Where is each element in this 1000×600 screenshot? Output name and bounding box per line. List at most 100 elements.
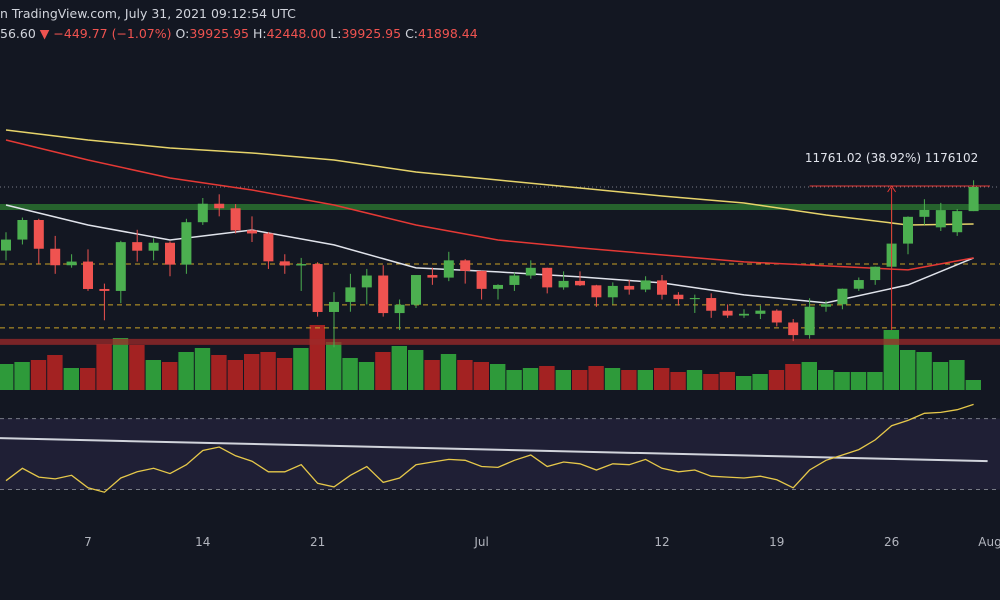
candle-body (657, 280, 667, 295)
candle-body (214, 203, 225, 209)
candle-body (296, 264, 307, 266)
moving-average (5, 129, 974, 226)
candle-body (624, 285, 635, 290)
measure-label: 11761.02 (38.92%) 1176102 (805, 151, 978, 165)
volume-bar (293, 348, 309, 390)
volume-bar (276, 358, 293, 390)
moving-average (5, 139, 974, 271)
candle-body (591, 285, 602, 298)
volume-bar (30, 360, 47, 390)
candle-body (952, 211, 963, 233)
volume-bar (867, 372, 883, 390)
header-l-value: 39925.95 (341, 26, 401, 41)
candle-body (394, 304, 405, 314)
volume-bar (391, 346, 407, 390)
volume-bar (342, 358, 358, 390)
volume-bar (555, 370, 571, 390)
volume-bar (178, 352, 194, 390)
volume-bar (949, 360, 965, 390)
candle-body (804, 306, 815, 336)
candle-body (1, 239, 11, 251)
candle-body (870, 266, 881, 281)
candle-body (279, 261, 290, 266)
candle-body (99, 288, 110, 291)
volume-bar (47, 355, 63, 390)
header-change: −449.77 (−1.07%) (53, 26, 171, 41)
volume-bar (572, 370, 588, 390)
volume-bar (637, 370, 653, 390)
candle-body (165, 242, 175, 265)
header-h-value: 42448.00 (267, 26, 327, 41)
x-tick-label: 21 (310, 535, 325, 549)
volume-bar (965, 380, 981, 390)
candle-body (263, 233, 274, 262)
volume-bar (654, 368, 670, 390)
volume-bar (112, 338, 129, 390)
candle-body (542, 267, 553, 288)
volume-bar (490, 364, 506, 390)
candle-body (361, 275, 372, 288)
x-tick-label: 14 (195, 535, 210, 549)
volume-bar (670, 372, 686, 390)
candle-body (427, 275, 438, 278)
volume-bar (440, 354, 457, 390)
volume-bar (309, 325, 325, 390)
candle-body (919, 209, 930, 217)
volume-bar (883, 330, 899, 390)
volume-bar (0, 364, 14, 390)
volume-bar (621, 370, 637, 390)
candle-body (575, 280, 585, 286)
volume-bar (900, 350, 916, 390)
candle-body (558, 280, 569, 288)
candle-body (722, 310, 733, 316)
candle-body (525, 267, 536, 276)
candle-body (17, 220, 28, 240)
candle-body (493, 284, 503, 289)
header-c-label: C: (405, 26, 418, 41)
x-tick-label: 26 (884, 535, 899, 549)
candle-body (378, 275, 389, 314)
volume-bar (916, 352, 932, 390)
volume-bar (752, 374, 768, 390)
volume-bar (244, 354, 260, 390)
candle-body (329, 301, 339, 312)
candle-body (247, 230, 257, 234)
candle-body (607, 285, 618, 298)
candle-body (771, 310, 782, 323)
volume-bar (818, 370, 834, 390)
candle-body (739, 313, 749, 316)
candle-body (411, 275, 421, 305)
candle-body (132, 242, 143, 251)
candle-body (755, 310, 766, 314)
volume-bar (326, 342, 342, 390)
volume-bar (14, 362, 30, 390)
candle-body (968, 186, 979, 212)
volume-bar (145, 360, 161, 390)
candle-body (230, 208, 241, 231)
volume-bar (686, 370, 703, 390)
candle-body (689, 298, 700, 300)
candle-body (853, 280, 864, 289)
volume-bar (211, 355, 227, 390)
volume-bar (736, 376, 752, 390)
volume-bar (850, 372, 867, 390)
candle-body (181, 222, 192, 265)
candle-body (83, 261, 93, 289)
volume-bar (162, 362, 178, 390)
header-source: n TradingView.com, July 31, 2021 09:12:5… (0, 6, 296, 21)
volume-bar (703, 374, 719, 390)
candle-body (509, 275, 520, 285)
x-tick-label: 7 (84, 535, 92, 549)
candle-body (640, 280, 651, 290)
volume-bar (227, 360, 243, 390)
x-tick-label: Jul (473, 535, 488, 549)
candle-body (66, 261, 77, 266)
volume-bar (194, 348, 211, 390)
candle-body (476, 270, 487, 289)
rsi-trendline (0, 437, 988, 463)
volume-bar (129, 345, 145, 390)
volume-bar (506, 370, 522, 390)
